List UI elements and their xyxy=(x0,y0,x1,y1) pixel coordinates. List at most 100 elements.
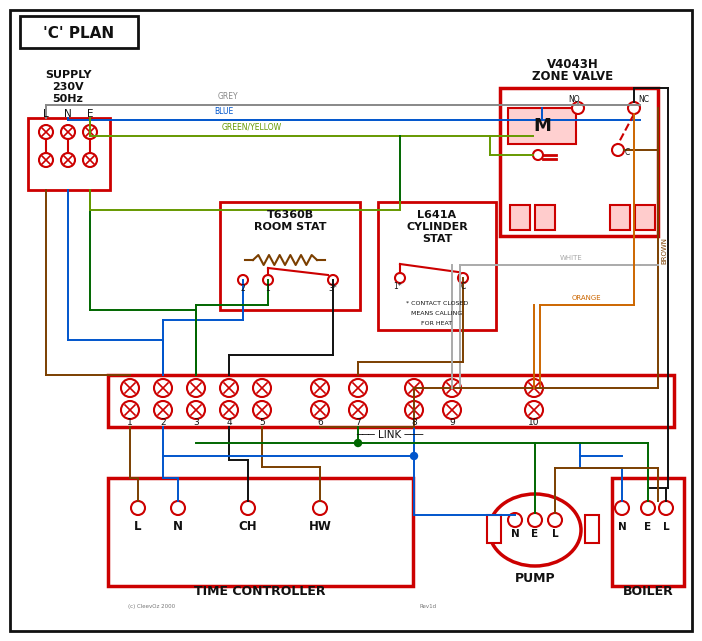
Circle shape xyxy=(263,275,273,285)
Circle shape xyxy=(241,501,255,515)
Circle shape xyxy=(355,440,362,447)
Text: BROWN: BROWN xyxy=(661,237,667,263)
Text: 4: 4 xyxy=(226,418,232,427)
FancyBboxPatch shape xyxy=(10,10,692,631)
Text: HW: HW xyxy=(309,520,331,533)
Circle shape xyxy=(83,153,97,167)
Text: NO: NO xyxy=(568,95,580,104)
Ellipse shape xyxy=(489,494,581,566)
Circle shape xyxy=(443,401,461,419)
Text: ZONE VALVE: ZONE VALVE xyxy=(532,70,614,83)
Text: BOILER: BOILER xyxy=(623,585,673,598)
FancyBboxPatch shape xyxy=(610,205,630,230)
FancyBboxPatch shape xyxy=(28,118,110,190)
Text: 'C' PLAN: 'C' PLAN xyxy=(44,26,114,40)
Circle shape xyxy=(187,401,205,419)
Text: (c) CleevOz 2000: (c) CleevOz 2000 xyxy=(128,604,175,609)
Text: BLUE: BLUE xyxy=(214,107,233,116)
Circle shape xyxy=(311,379,329,397)
Text: E: E xyxy=(531,529,538,539)
FancyBboxPatch shape xyxy=(20,16,138,48)
Text: PUMP: PUMP xyxy=(515,572,555,585)
Text: TIME CONTROLLER: TIME CONTROLLER xyxy=(194,585,326,598)
Circle shape xyxy=(311,401,329,419)
Text: 2: 2 xyxy=(160,418,166,427)
Circle shape xyxy=(253,379,271,397)
Circle shape xyxy=(508,513,522,527)
Text: 2: 2 xyxy=(241,284,246,293)
Text: 9: 9 xyxy=(449,418,455,427)
Text: E: E xyxy=(87,109,93,119)
Text: NC: NC xyxy=(638,95,649,104)
Text: STAT: STAT xyxy=(422,234,452,244)
FancyBboxPatch shape xyxy=(535,205,555,230)
Circle shape xyxy=(313,501,327,515)
Circle shape xyxy=(253,401,271,419)
Circle shape xyxy=(533,150,543,160)
FancyBboxPatch shape xyxy=(378,202,496,330)
Text: 1: 1 xyxy=(127,418,133,427)
Text: 3*: 3* xyxy=(329,284,338,293)
Text: ORANGE: ORANGE xyxy=(572,295,602,301)
Text: N: N xyxy=(173,520,183,533)
Circle shape xyxy=(83,125,97,139)
Text: CYLINDER: CYLINDER xyxy=(406,222,468,232)
Circle shape xyxy=(612,144,624,156)
Text: CH: CH xyxy=(239,520,258,533)
Circle shape xyxy=(39,125,53,139)
Text: * CONTACT CLOSED: * CONTACT CLOSED xyxy=(406,301,468,306)
Text: N: N xyxy=(618,522,626,532)
Circle shape xyxy=(61,153,75,167)
Circle shape xyxy=(628,102,640,114)
Circle shape xyxy=(548,513,562,527)
Circle shape xyxy=(659,501,673,515)
Text: C: C xyxy=(625,148,630,157)
Circle shape xyxy=(220,379,238,397)
Circle shape xyxy=(349,379,367,397)
Text: FOR HEAT: FOR HEAT xyxy=(421,321,453,326)
FancyBboxPatch shape xyxy=(108,375,674,427)
Text: 1*: 1* xyxy=(394,282,402,291)
Circle shape xyxy=(171,501,185,515)
Circle shape xyxy=(641,501,655,515)
Text: E: E xyxy=(644,522,651,532)
Circle shape xyxy=(405,401,423,419)
Text: L641A: L641A xyxy=(418,210,456,220)
Text: MEANS CALLING: MEANS CALLING xyxy=(411,311,463,316)
FancyBboxPatch shape xyxy=(612,478,684,586)
Circle shape xyxy=(238,275,248,285)
FancyBboxPatch shape xyxy=(500,88,658,236)
Text: GREY: GREY xyxy=(218,92,239,101)
Circle shape xyxy=(458,273,468,283)
Text: 10: 10 xyxy=(528,418,540,427)
Text: SUPPLY: SUPPLY xyxy=(45,70,91,80)
Circle shape xyxy=(131,501,145,515)
Circle shape xyxy=(525,379,543,397)
Circle shape xyxy=(411,453,418,460)
Text: 8: 8 xyxy=(411,418,417,427)
Circle shape xyxy=(121,401,139,419)
Circle shape xyxy=(528,513,542,527)
Text: L: L xyxy=(134,520,142,533)
FancyBboxPatch shape xyxy=(585,515,599,543)
Text: L: L xyxy=(552,529,558,539)
Circle shape xyxy=(328,275,338,285)
Text: ROOM STAT: ROOM STAT xyxy=(253,222,326,232)
Circle shape xyxy=(39,153,53,167)
Circle shape xyxy=(154,379,172,397)
Text: M: M xyxy=(533,117,551,135)
Text: V4043H: V4043H xyxy=(547,58,599,71)
Text: T6360B: T6360B xyxy=(267,210,314,220)
Circle shape xyxy=(349,401,367,419)
Text: 50Hz: 50Hz xyxy=(53,94,84,104)
Circle shape xyxy=(405,379,423,397)
Circle shape xyxy=(121,379,139,397)
Text: ─── LINK ───: ─── LINK ─── xyxy=(357,430,423,440)
Text: WHITE: WHITE xyxy=(560,255,583,261)
Text: L: L xyxy=(663,522,669,532)
Circle shape xyxy=(154,401,172,419)
Circle shape xyxy=(220,401,238,419)
Text: 230V: 230V xyxy=(52,82,84,92)
Text: 3: 3 xyxy=(193,418,199,427)
Text: 1: 1 xyxy=(265,284,270,293)
